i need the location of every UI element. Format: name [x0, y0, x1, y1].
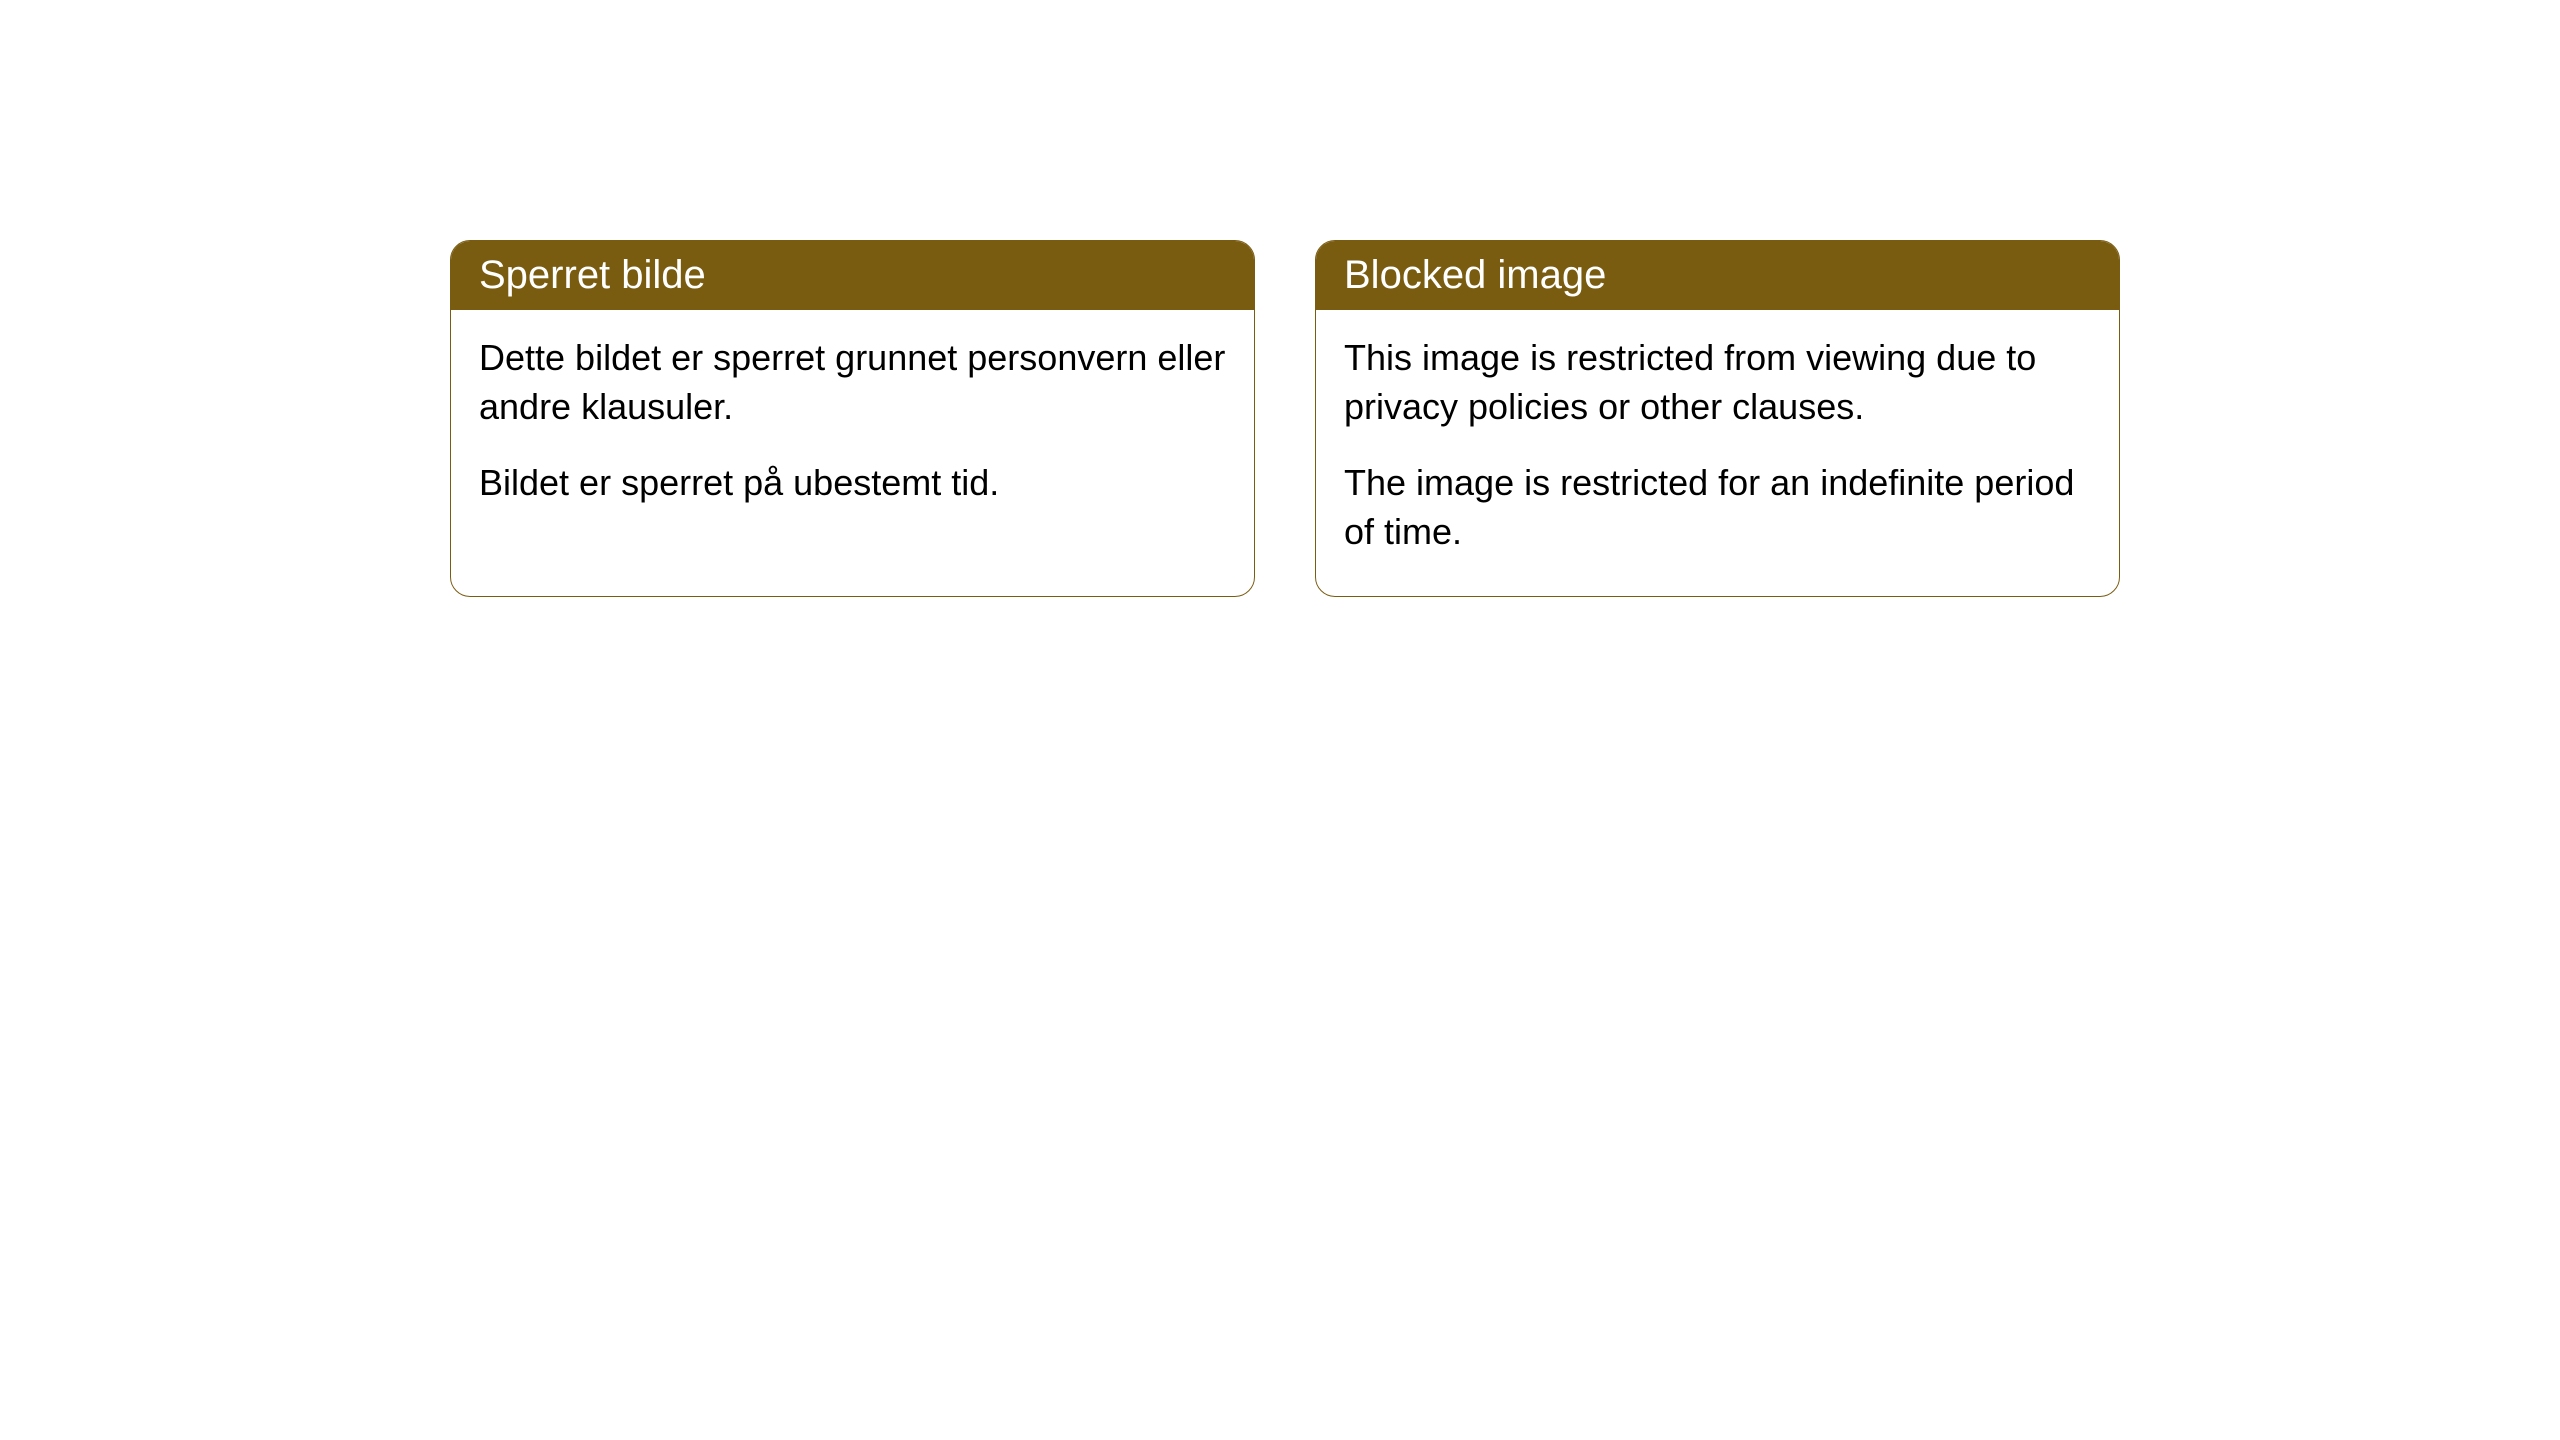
notice-card-body: This image is restricted from viewing du…: [1316, 310, 2119, 596]
notice-paragraph: The image is restricted for an indefinit…: [1344, 459, 2091, 556]
notice-paragraph: This image is restricted from viewing du…: [1344, 334, 2091, 431]
notice-card-title: Sperret bilde: [451, 241, 1254, 310]
notice-card-title: Blocked image: [1316, 241, 2119, 310]
notice-card-english: Blocked image This image is restricted f…: [1315, 240, 2120, 597]
notice-cards-row: Sperret bilde Dette bildet er sperret gr…: [450, 240, 2120, 597]
notice-card-body: Dette bildet er sperret grunnet personve…: [451, 310, 1254, 548]
notice-paragraph: Bildet er sperret på ubestemt tid.: [479, 459, 1226, 508]
notice-paragraph: Dette bildet er sperret grunnet personve…: [479, 334, 1226, 431]
notice-card-norwegian: Sperret bilde Dette bildet er sperret gr…: [450, 240, 1255, 597]
